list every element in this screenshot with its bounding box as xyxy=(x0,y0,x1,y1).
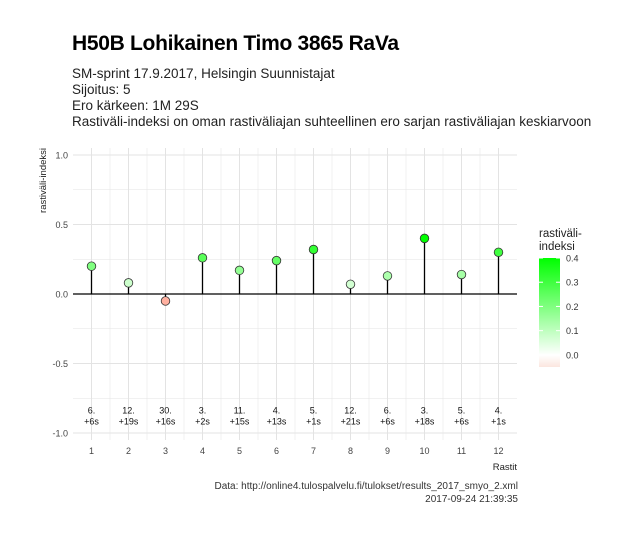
points xyxy=(86,233,504,306)
time-diff-label: +6s xyxy=(380,417,395,427)
subtitle-line-4: Rastiväli-indeksi on oman rastiväliajan … xyxy=(72,114,592,129)
x-tick-label: 11 xyxy=(457,446,466,456)
timestamp-caption: 2017-09-24 21:39:35 xyxy=(425,494,518,505)
rank-label: 5. xyxy=(458,406,466,416)
control-labels: 6.+6s12.+19s30.+16s3.+2s11.+15s4.+13s5.+… xyxy=(84,406,506,427)
rank-label: 6. xyxy=(384,406,392,416)
legend-tick-label: 0.3 xyxy=(566,278,579,288)
x-tick-label: 3 xyxy=(163,446,168,456)
rank-label: 30. xyxy=(159,406,172,416)
y-tick-label: 0.5 xyxy=(55,220,68,230)
x-tick-label: 9 xyxy=(385,446,390,456)
x-tick-label: 12 xyxy=(493,446,503,456)
legend-title-line: indeksi xyxy=(539,241,575,253)
y-tick-label: -1.0 xyxy=(52,429,68,439)
chart-title: H50B Lohikainen Timo 3865 RaVa xyxy=(72,32,399,55)
subtitle-line-2: Sijoitus: 5 xyxy=(72,82,131,97)
rank-label: 3. xyxy=(199,406,207,416)
y-tick-label: 0.0 xyxy=(55,290,68,300)
rank-label: 3. xyxy=(421,406,429,416)
axes: -1.0-0.50.00.51.01 2 3 4 5 6 7 8 9 10 11 12Rastitra… xyxy=(38,148,517,473)
legend-tick-label: 0.2 xyxy=(566,302,579,312)
data-point xyxy=(271,255,282,266)
rank-label: 12. xyxy=(122,406,135,416)
data-point xyxy=(493,247,504,257)
x-tick-label: 6 xyxy=(274,446,279,456)
legend-title-line: rastiväli- xyxy=(539,228,582,240)
time-diff-label: +2s xyxy=(195,417,210,427)
y-axis-title: rastiväli-indeksi xyxy=(38,148,49,213)
legend-tick-label: 0.0 xyxy=(566,350,579,360)
rank-label: 11. xyxy=(234,406,246,416)
data-source-caption: Data: http://online4.tulospalvelu.fi/tul… xyxy=(214,481,518,492)
time-diff-label: +16s xyxy=(156,417,176,427)
subtitle-line-1: SM-sprint 17.9.2017, Helsingin Suunnista… xyxy=(72,66,335,81)
time-diff-label: +19s xyxy=(119,417,139,427)
rank-label: 4. xyxy=(495,406,503,416)
data-point xyxy=(234,265,245,276)
x-tick-label: 1 xyxy=(89,446,94,456)
legend-tick-label: 0.1 xyxy=(566,326,579,336)
subtitle-line-3: Ero kärkeen: 1M 29S xyxy=(72,98,199,113)
time-diff-label: +6s xyxy=(84,417,99,427)
data-point xyxy=(123,278,134,288)
time-diff-label: +21s xyxy=(341,417,361,427)
x-tick-label: 10 xyxy=(419,446,429,456)
data-point xyxy=(86,261,97,271)
rank-label: 12. xyxy=(344,406,357,416)
legend-colorbar xyxy=(539,258,560,367)
data-point xyxy=(197,253,208,263)
y-tick-label: 1.0 xyxy=(55,150,68,160)
time-diff-label: +6s xyxy=(454,417,469,427)
data-point xyxy=(456,269,467,280)
data-point xyxy=(345,279,356,289)
time-diff-label: +1s xyxy=(306,417,321,427)
x-axis-title: Rastit xyxy=(493,462,518,473)
x-tick-label: 7 xyxy=(311,446,316,456)
data-point xyxy=(382,271,393,281)
time-diff-label: +13s xyxy=(267,417,287,427)
x-tick-label: 4 xyxy=(200,446,205,456)
rank-label: 5. xyxy=(310,406,318,416)
data-point xyxy=(419,233,430,244)
data-point xyxy=(308,244,319,255)
rank-label: 6. xyxy=(88,406,96,416)
x-tick-label: 2 xyxy=(126,446,131,456)
x-tick-label: 5 xyxy=(237,446,242,456)
time-diff-label: +18s xyxy=(415,417,435,427)
time-diff-label: +1s xyxy=(491,417,506,427)
time-diff-label: +15s xyxy=(230,417,250,427)
y-tick-label: -0.5 xyxy=(52,359,68,369)
x-tick-label: 8 xyxy=(348,446,353,456)
legend-tick-label: 0.4 xyxy=(566,254,579,264)
rank-label: 4. xyxy=(273,406,281,416)
data-point xyxy=(160,296,171,306)
